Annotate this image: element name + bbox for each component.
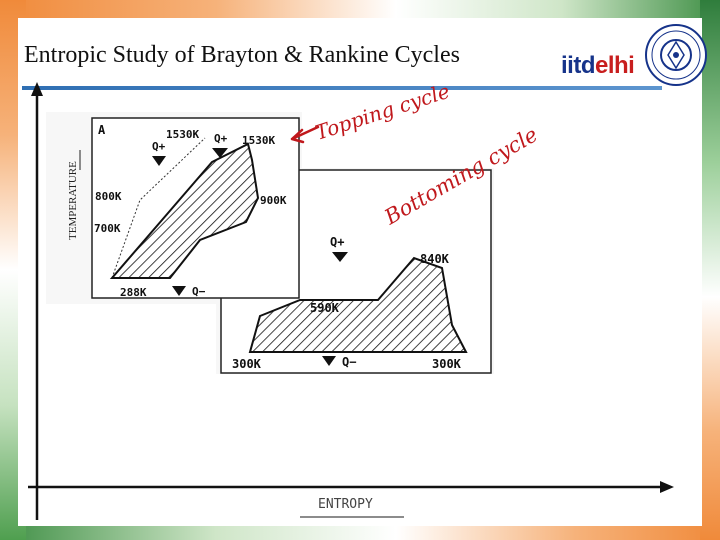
diagram-b-label-840k: 840K bbox=[420, 252, 450, 266]
diagram-b-label-590k: 590K bbox=[310, 301, 340, 315]
diagram-a-heat-in-label-right: Q+ bbox=[214, 132, 228, 145]
diagram-a-heat-out-label: Q− bbox=[192, 285, 206, 298]
diagram-a-label-1530k-left: 1530K bbox=[166, 128, 199, 141]
logo-part-iitd: iitd bbox=[561, 52, 596, 79]
diagram-a-heat-in-arrow-icon-right bbox=[212, 148, 228, 158]
tricolor-border-top bbox=[0, 0, 720, 20]
diagram-b-heat-out-arrow-icon bbox=[322, 356, 336, 366]
diagram-a: A 1530K 1530K 800K 700K 900K 288K Q+ Q+ … bbox=[91, 117, 300, 299]
diagram-b-cycle-area bbox=[248, 256, 468, 353]
diagram-b-heat-out-label: Q− bbox=[342, 355, 356, 369]
topping-annotation-text: Topping cycle bbox=[312, 79, 452, 145]
topping-annotation-arrow-icon bbox=[290, 125, 320, 144]
diagram-a-heat-in-label-left: Q+ bbox=[152, 140, 166, 153]
diagram-a-label-900k: 900K bbox=[260, 194, 287, 207]
iitdelhi-seal-icon bbox=[645, 24, 707, 86]
slide-title: Entropic Study of Brayton & Rankine Cycl… bbox=[24, 42, 460, 68]
diagram-a-heat-out-arrow-icon bbox=[172, 286, 186, 296]
y-axis-arrow-icon bbox=[31, 82, 43, 96]
tricolor-border-bottom bbox=[0, 524, 720, 540]
title-underline bbox=[22, 86, 662, 90]
x-axis-label: ENTROPY bbox=[318, 497, 373, 512]
diagram-a-label-700k: 700K bbox=[94, 222, 121, 235]
iitdelhi-logo-text: iitdelhi bbox=[561, 52, 635, 80]
topping-annotation: Topping cycle bbox=[290, 79, 453, 145]
diagram-a-cycle-area bbox=[109, 142, 260, 279]
logo-part-elhi: elhi bbox=[595, 52, 635, 79]
diagram-a-label-288k: 288K bbox=[120, 286, 147, 299]
y-axis-label: TEMPERATURE bbox=[67, 161, 79, 240]
diagram-a-label-1530k-right: 1530K bbox=[242, 134, 275, 147]
diagram-a-heat-in-arrow-icon-left bbox=[152, 156, 166, 166]
diagram-b-heat-in-arrow-icon bbox=[332, 252, 348, 262]
diagram-b-label-300k-right: 300K bbox=[432, 357, 462, 371]
diagram-a-label-800k: 800K bbox=[95, 190, 122, 203]
diagram-a-panel-label: A bbox=[98, 123, 106, 137]
tricolor-border-right bbox=[700, 0, 720, 540]
diagram-b-heat-in-label: Q+ bbox=[330, 235, 344, 249]
diagram-b-label-300k-left: 300K bbox=[232, 357, 262, 371]
x-axis-arrow-icon bbox=[660, 481, 674, 493]
